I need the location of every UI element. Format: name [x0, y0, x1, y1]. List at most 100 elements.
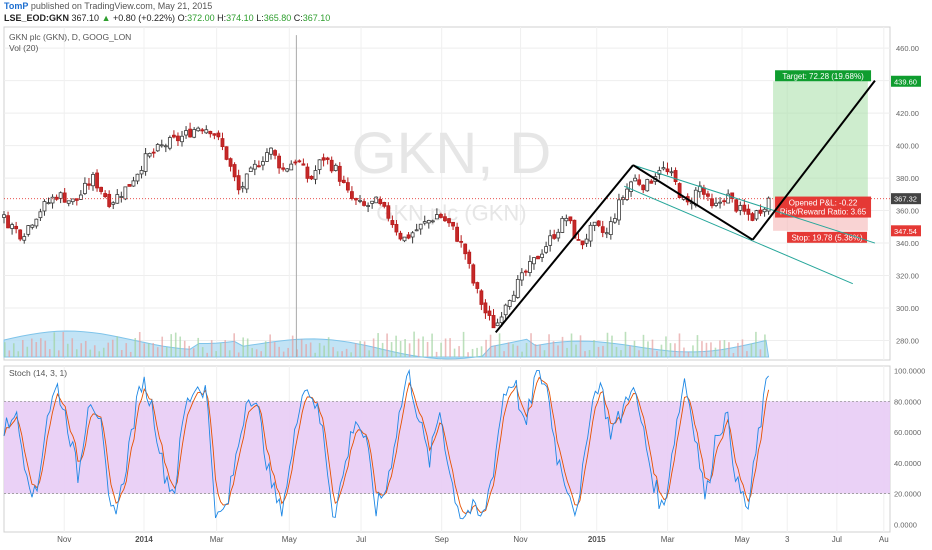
volume-bar: [620, 350, 622, 357]
candle-body: [629, 181, 633, 192]
candle-body: [123, 186, 128, 200]
candle-body: [499, 316, 504, 323]
volume-bar: [579, 335, 582, 357]
candle-body: [758, 209, 763, 214]
volume-bar: [53, 332, 56, 357]
volume-bar: [390, 342, 393, 357]
target-label: Target: 72.28 (19.68%): [782, 72, 864, 81]
author-link[interactable]: TomP: [4, 1, 29, 11]
candle-body: [135, 173, 140, 182]
volume-bar: [26, 346, 29, 357]
candle-body: [714, 202, 718, 206]
candle-body: [6, 215, 10, 229]
candle-body: [455, 226, 460, 242]
candle-body: [730, 192, 735, 199]
candle-body: [366, 205, 371, 207]
target-zone: [773, 81, 868, 199]
volume-bar: [98, 351, 101, 357]
volume-bar: [48, 349, 51, 357]
time-axis-tick: Jul: [356, 535, 366, 544]
volume-bar: [228, 350, 231, 357]
candle-body: [317, 159, 322, 170]
volume-bar: [557, 345, 559, 357]
candle-body: [451, 221, 455, 227]
volume-bar: [12, 343, 15, 357]
candle-body: [560, 218, 565, 233]
volume-bar: [170, 334, 173, 357]
volume-bar: [588, 350, 591, 357]
candle-body: [584, 238, 589, 244]
candle-body: [265, 152, 269, 162]
volume-bar: [143, 343, 146, 357]
time-axis-tick: Nov: [513, 535, 527, 544]
candle-body: [301, 163, 306, 166]
volume-bar: [318, 343, 321, 357]
published-text: published on TradingView.com, May 21, 20…: [30, 1, 213, 11]
candle-body: [580, 240, 585, 246]
volume-bar: [192, 348, 195, 357]
volume-bar: [525, 342, 528, 357]
volume-bar: [291, 335, 294, 357]
volume-bar: [80, 343, 83, 357]
candle-body: [479, 290, 484, 305]
volume-bar: [372, 338, 375, 357]
candle-body: [459, 240, 464, 243]
candle-body: [507, 300, 512, 307]
candle-body: [212, 133, 217, 136]
candle-body: [70, 198, 75, 203]
candle-body: [511, 294, 516, 302]
time-axis-tick: Nov: [57, 535, 71, 544]
target-label-bg: [775, 70, 872, 82]
volume-bar: [251, 347, 253, 357]
candle-body: [321, 157, 326, 161]
candle-body: [742, 204, 747, 212]
price-axis-tick: 280.00: [896, 337, 919, 346]
volume-bar: [741, 339, 744, 357]
volume-bar: [165, 347, 168, 357]
volume-bar: [584, 351, 586, 357]
volume-bar: [440, 342, 442, 357]
candle-body: [564, 217, 569, 222]
candle-body: [329, 159, 334, 172]
volume-bar: [183, 340, 186, 357]
candle-body: [568, 216, 573, 222]
volume-bar: [332, 347, 334, 357]
volume-bar: [449, 338, 451, 357]
candle-body: [184, 130, 188, 136]
volume-bar: [687, 351, 690, 357]
volume-bar: [179, 336, 182, 357]
candle-body: [119, 196, 124, 198]
price-tag: 367.32: [894, 195, 917, 204]
candle-body: [706, 193, 710, 197]
volume-bar: [314, 352, 316, 357]
chart-title: GKN plc (GKN), D, GOOG_LON: [9, 32, 131, 42]
candle-body: [612, 218, 617, 223]
price-axis-tick: 320.00: [896, 272, 919, 281]
volume-bar: [210, 340, 213, 357]
volume-bar: [111, 339, 114, 357]
volume-bar: [642, 334, 645, 357]
price-tag-bg: [891, 75, 921, 87]
candle-body: [50, 196, 55, 204]
volume-bar: [485, 339, 487, 357]
up-arrow-icon: ▲: [101, 13, 111, 23]
volume-bar: [453, 348, 456, 357]
candle-body: [710, 198, 714, 207]
volume-bar: [359, 341, 361, 357]
volume-bar: [611, 335, 613, 357]
candle-body: [536, 255, 540, 260]
volume-bar: [413, 331, 415, 357]
volume-bar: [269, 334, 271, 357]
channel-trendline: [624, 185, 853, 285]
volume-bar: [471, 348, 474, 357]
pattern-line: [751, 79, 876, 241]
stoch-k-line: [3, 368, 769, 520]
volume-bar: [219, 342, 222, 357]
candle-body: [22, 236, 27, 241]
volume-bar: [629, 345, 631, 357]
candle-body: [552, 234, 557, 239]
candle-body: [734, 199, 739, 212]
pattern-line: [494, 164, 634, 334]
volume-bar: [233, 333, 235, 357]
candle-body: [677, 183, 682, 198]
